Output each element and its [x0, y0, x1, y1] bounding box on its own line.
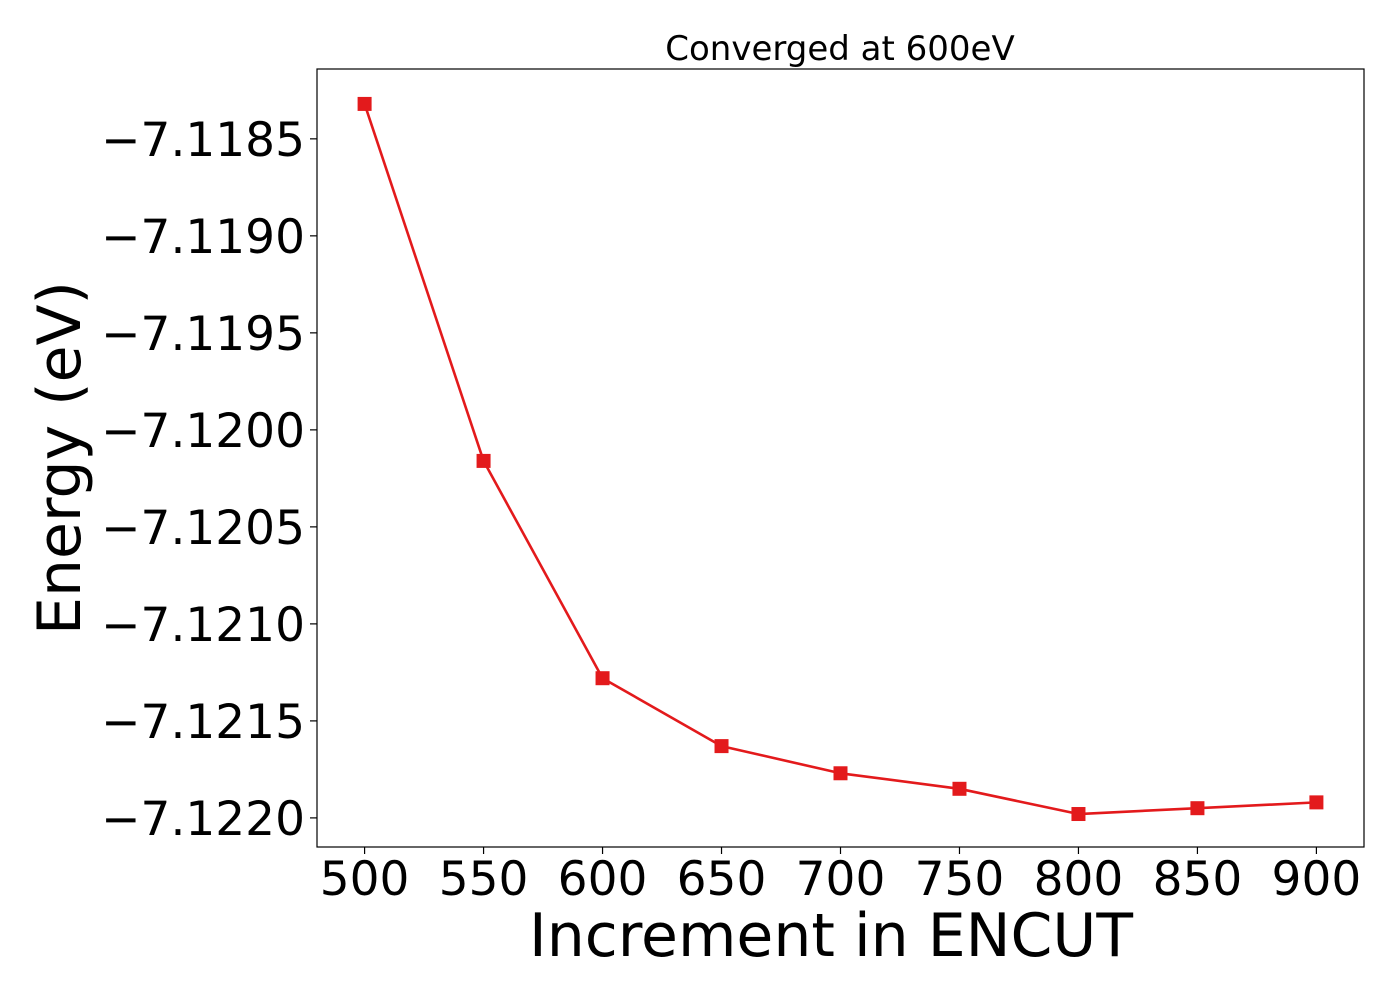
data-point-marker [357, 96, 372, 111]
x-tick-label: 750 [915, 852, 1005, 907]
y-axis-label: Energy (eV) [25, 281, 95, 635]
plot-frame [316, 68, 1365, 848]
data-point-marker [476, 453, 491, 468]
data-point-marker [1190, 801, 1205, 816]
data-point-marker [595, 671, 610, 686]
y-tick-label: −7.1190 [101, 210, 305, 265]
chart-title: Converged at 600eV [665, 29, 1014, 69]
y-tick-label: −7.1205 [101, 501, 305, 556]
x-axis-label: Increment in ENCUT [529, 901, 1133, 971]
x-tick-label: 850 [1153, 852, 1243, 907]
x-tick-label: 500 [320, 852, 410, 907]
y-tick-label: −7.1215 [101, 695, 305, 750]
data-point-marker [1309, 795, 1324, 810]
data-point-marker [952, 781, 967, 796]
y-tick-label: −7.1200 [101, 404, 305, 459]
data-point-marker [1071, 807, 1086, 822]
y-tick-label: −7.1195 [101, 307, 305, 362]
x-tick-label: 900 [1272, 852, 1362, 907]
y-axis-ticks: −7.1185 −7.1190 −7.1195 −7.1200 −7.1205 −7.12… [101, 113, 317, 847]
x-tick-label: 550 [439, 852, 529, 907]
series-group [357, 96, 1324, 822]
series-line [363, 103, 1317, 816]
x-tick-label: 800 [1034, 852, 1124, 907]
data-point-marker [833, 766, 848, 781]
data-point-marker [714, 739, 729, 754]
x-tick-label: 650 [677, 852, 767, 907]
y-tick-label: −7.1185 [101, 113, 305, 168]
x-tick-label: 700 [796, 852, 886, 907]
y-tick-label: −7.1210 [101, 598, 305, 653]
x-axis-ticks: 500 550 600 650 700 750 800 850 900 [320, 847, 1362, 907]
x-tick-label: 600 [558, 852, 648, 907]
y-tick-label: −7.1220 [101, 792, 305, 847]
